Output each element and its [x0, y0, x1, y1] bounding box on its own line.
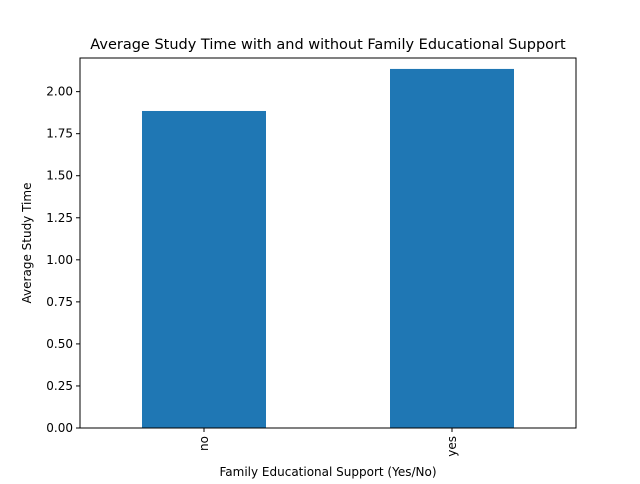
chart-title: Average Study Time with and without Fami…	[90, 37, 566, 53]
y-tick-label-0.50: 0.50	[46, 337, 73, 351]
y-tick-label-0.75: 0.75	[46, 295, 73, 309]
x-tick-label-yes: yes	[445, 436, 459, 457]
y-tick-label-0.25: 0.25	[46, 379, 73, 393]
y-tick-label-1.75: 1.75	[46, 127, 73, 141]
y-tick-label-0.00: 0.00	[46, 421, 73, 435]
y-tick-label-1.50: 1.50	[46, 169, 73, 183]
y-tick-label-1.00: 1.00	[46, 253, 73, 267]
plot-frame	[79, 57, 577, 429]
x-axis-label: Family Educational Support (Yes/No)	[219, 465, 436, 479]
y-tick-label-1.25: 1.25	[46, 211, 73, 225]
bar-no	[142, 110, 266, 429]
x-axis: no yes	[197, 428, 459, 457]
y-axis: 0.00 0.25 0.50 0.75 1.00 1.25 1.50 1.75 2.00	[46, 85, 80, 435]
bar-yes	[390, 68, 514, 428]
bars-layer	[142, 68, 514, 429]
y-tick-label-2.00: 2.00	[46, 85, 73, 99]
x-tick-label-no: no	[197, 436, 211, 451]
y-axis-label: Average Study Time	[20, 183, 34, 304]
